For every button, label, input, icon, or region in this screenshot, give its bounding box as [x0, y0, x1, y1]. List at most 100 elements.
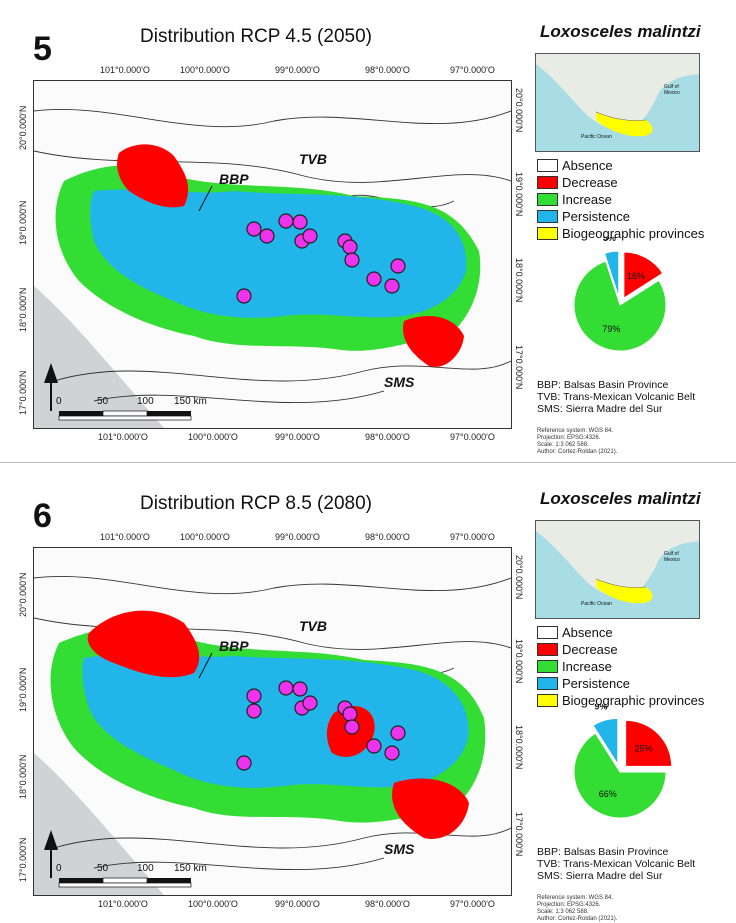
scale-100: 100 — [137, 396, 154, 407]
legend-label: Absence — [562, 625, 613, 640]
top-tick: 100°0.000'O — [180, 65, 230, 75]
sms-label: SMS — [384, 374, 415, 390]
pie-label-increase: 79% — [602, 324, 620, 334]
legend-swatch — [537, 159, 558, 172]
top-tick: 99°0.000'O — [275, 65, 320, 75]
left-tick: 17°0.000'N — [18, 370, 28, 415]
panel-6: 6 Distribution RCP 8.5 (2080) Loxosceles… — [0, 467, 736, 922]
legend-label: Increase — [562, 659, 612, 674]
top-tick: 97°0.000'O — [450, 65, 495, 75]
panel-divider — [0, 462, 736, 463]
abbrev-sms: SMS: Sierra Madre del Sur — [537, 403, 663, 415]
bottom-tick: 97°0.000'O — [450, 432, 495, 442]
legend-item: Absence — [537, 157, 704, 174]
legend-swatch — [537, 210, 558, 223]
bottom-tick: 98°0.000'O — [365, 899, 410, 909]
pie-slice-persistence — [592, 717, 619, 767]
tvb-label: TVB — [299, 151, 327, 167]
legend-swatch — [537, 193, 558, 206]
ref-line: Author: Cortez-Roldan (2021). — [537, 916, 618, 922]
sms-label: SMS — [384, 841, 415, 857]
ref-line: Reference system: WGS 84. — [537, 895, 614, 901]
right-tick: 17°0.000'N — [514, 812, 524, 857]
legend-swatch — [537, 694, 558, 707]
top-tick: 97°0.000'O — [450, 532, 495, 542]
ref-line: Scale: 1:3 062 588. — [537, 442, 589, 448]
inset-map: Pacific Ocean Gulf of Mexico — [535, 53, 700, 152]
legend-swatch — [537, 660, 558, 673]
pie-slice-decrease — [625, 719, 673, 767]
bottom-tick: 97°0.000'O — [450, 899, 495, 909]
right-tick: 18°0.000'N — [514, 725, 524, 770]
inset-map: Pacific Ocean Gulf of Mexico — [535, 520, 700, 619]
distribution-map: BBP TVB SMS 0 50 100 150 km — [33, 547, 512, 896]
inset-gulf-label: Gulf of Mexico — [664, 551, 680, 563]
legend-swatch — [537, 677, 558, 690]
legend-item: Persistence — [537, 675, 704, 692]
abbrev-bbp: BBP: Balsas Basin Province — [537, 846, 669, 858]
scale-0: 0 — [56, 863, 62, 874]
legend-label: Absence — [562, 158, 613, 173]
legend-swatch — [537, 643, 558, 656]
right-tick: 19°0.000'N — [514, 639, 524, 684]
right-tick: 20°0.000'N — [514, 555, 524, 600]
scale-50: 50 — [97, 396, 109, 407]
ref-line: Projection: EPSG:4326. — [537, 435, 601, 441]
panel-title: Distribution RCP 4.5 (2050) — [140, 26, 372, 47]
legend-item: Biogeographic provinces — [537, 225, 704, 242]
abbreviations: BBP: Balsas Basin Province TVB: Trans-Me… — [537, 379, 695, 415]
scale-100: 100 — [137, 863, 154, 874]
inset-svg — [536, 521, 699, 618]
species-name: Loxosceles malintzi — [540, 489, 701, 508]
legend-label: Biogeographic provinces — [562, 693, 705, 708]
panel-number: 6 — [33, 497, 52, 535]
bottom-tick: 100°0.000'O — [188, 432, 238, 442]
bottom-tick: 99°0.000'O — [275, 899, 320, 909]
legend-swatch — [537, 176, 558, 189]
left-tick: 18°0.000'N — [18, 754, 28, 799]
scale-0: 0 — [56, 396, 62, 407]
scale-50: 50 — [97, 863, 109, 874]
map-svg — [34, 548, 511, 895]
pie-label-increase: 66% — [599, 789, 617, 799]
pie-slice-increase — [573, 732, 667, 819]
legend-item: Biogeographic provinces — [537, 692, 704, 709]
top-tick: 100°0.000'O — [180, 532, 230, 542]
left-tick: 20°0.000'N — [18, 572, 28, 617]
left-tick: 17°0.000'N — [18, 837, 28, 882]
legend-item: Decrease — [537, 641, 704, 658]
top-tick: 98°0.000'O — [365, 65, 410, 75]
legend-label: Decrease — [562, 175, 618, 190]
legend-label: Persistence — [562, 676, 630, 691]
abbrev-tvb: TVB: Trans-Mexican Volcanic Belt — [537, 391, 696, 403]
distribution-map: BBP TVB SMS 0 50 100 150 km — [33, 80, 512, 429]
legend-label: Persistence — [562, 209, 630, 224]
scale-150: 150 km — [174, 863, 207, 874]
legend-label: Biogeographic provinces — [562, 226, 705, 241]
map-svg — [34, 81, 511, 428]
abbrev-tvb: TVB: Trans-Mexican Volcanic Belt — [537, 858, 696, 870]
tvb-label: TVB — [299, 618, 327, 634]
reference-info: Reference system: WGS 84. Projection: EP… — [537, 428, 617, 456]
bottom-tick: 101°0.000'O — [98, 899, 148, 909]
legend-item: Increase — [537, 658, 704, 675]
legend-item: Increase — [537, 191, 704, 208]
pie-label-decrease: 16% — [627, 271, 645, 281]
ref-line: Projection: EPSG:4326. — [537, 902, 601, 908]
top-tick: 101°0.000'O — [100, 65, 150, 75]
bbp-label: BBP — [219, 638, 249, 654]
bbp-label: BBP — [219, 171, 249, 187]
pie-slice-decrease — [623, 251, 664, 299]
right-tick: 18°0.000'N — [514, 258, 524, 303]
ref-line: Author: Cortez-Roldan (2021). — [537, 449, 618, 455]
pie-chart: 16% 79% 5% — [573, 237, 667, 352]
left-tick: 19°0.000'N — [18, 667, 28, 712]
pie-label-decrease: 25% — [635, 743, 653, 753]
reference-info: Reference system: WGS 84. Projection: EP… — [537, 895, 617, 923]
legend: Absence Decrease Increase Persistence Bi… — [537, 157, 704, 242]
bottom-tick: 98°0.000'O — [365, 432, 410, 442]
abbrev-sms: SMS: Sierra Madre del Sur — [537, 870, 663, 882]
bottom-tick: 100°0.000'O — [188, 899, 238, 909]
left-tick: 18°0.000'N — [18, 287, 28, 332]
top-tick: 101°0.000'O — [100, 532, 150, 542]
